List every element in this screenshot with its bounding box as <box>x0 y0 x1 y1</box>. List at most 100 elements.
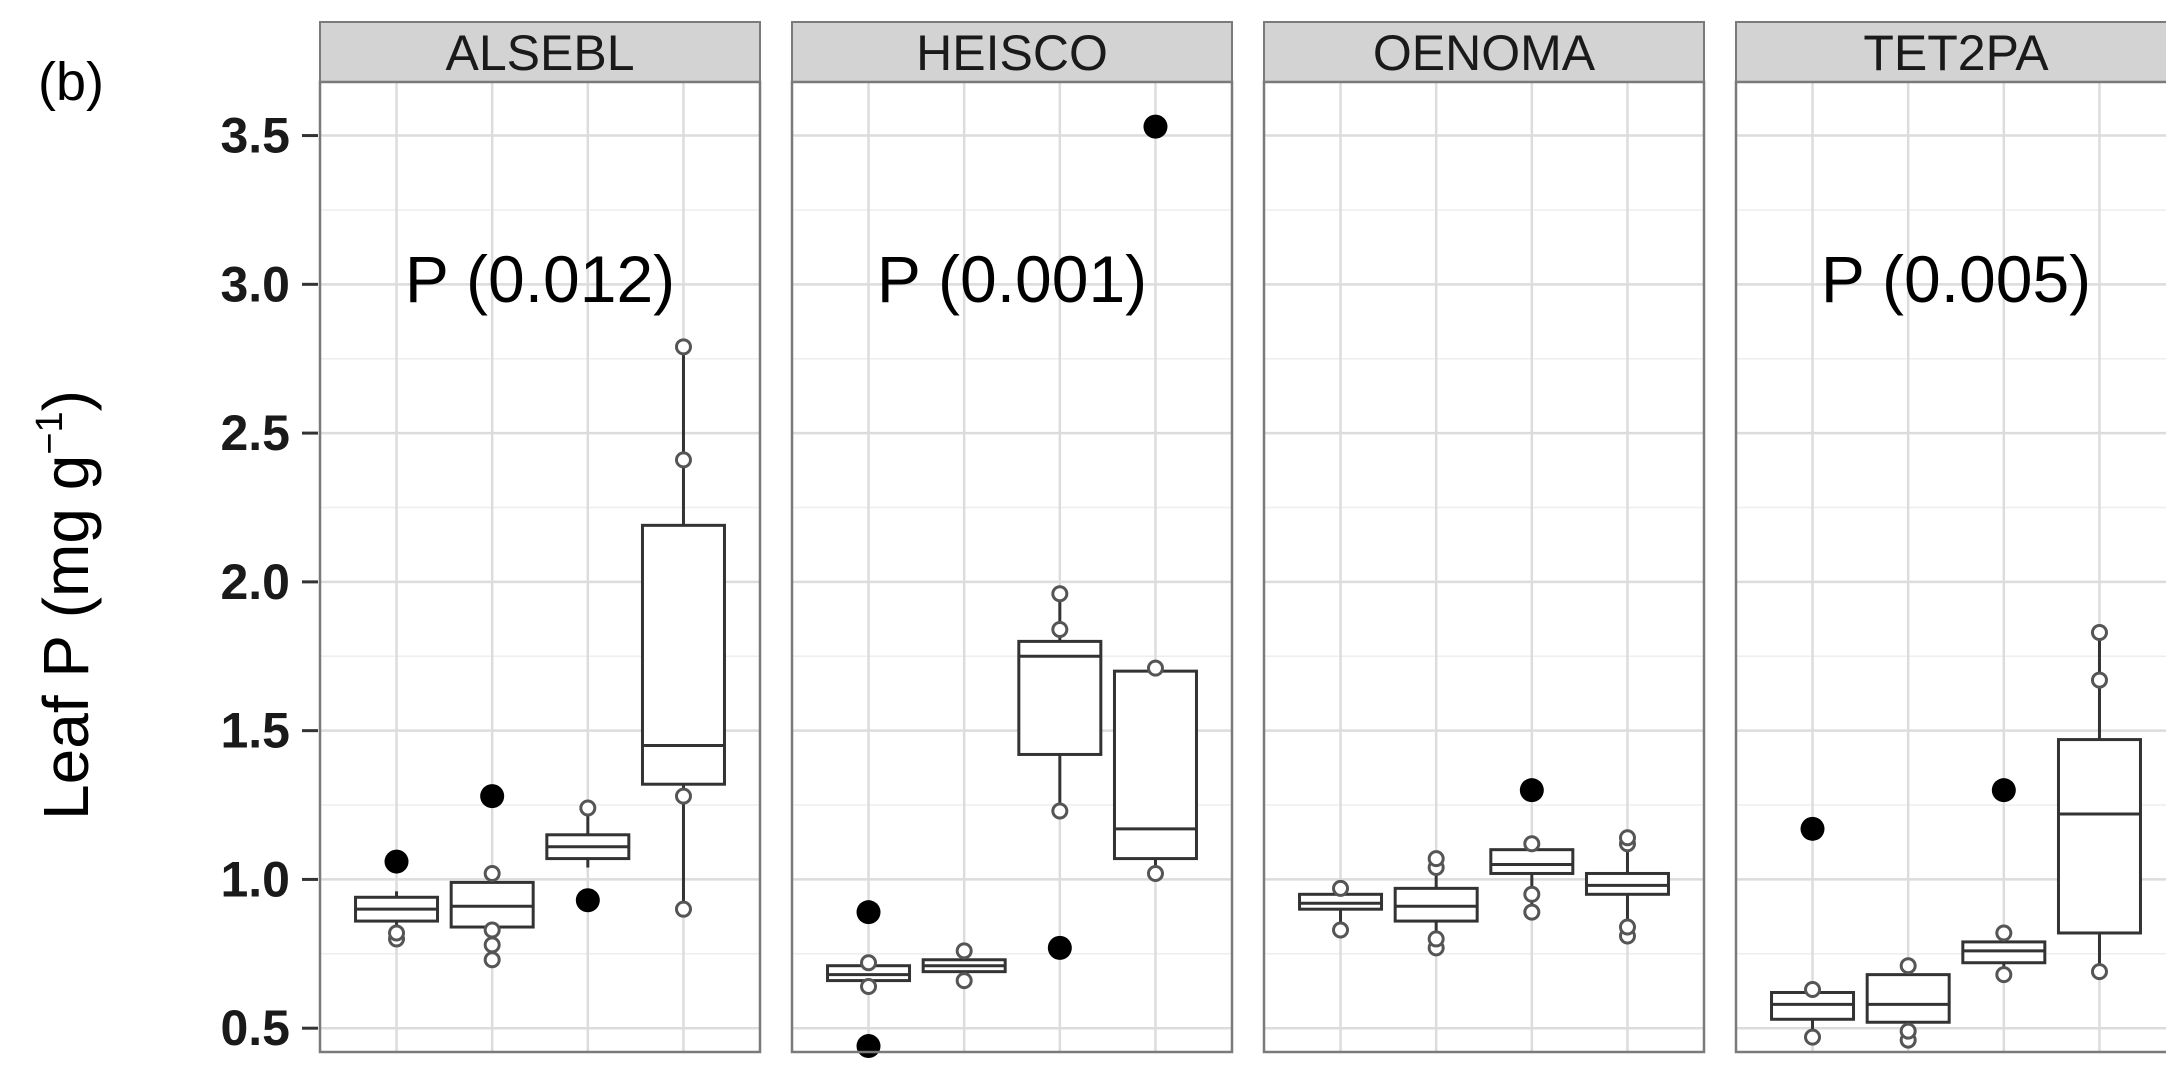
boxplot-group <box>1961 778 2047 984</box>
p-value-annotation: P (0.005) <box>1821 242 2091 316</box>
panel-tet2pa: TET2PA P (0.005) <box>1734 21 2166 1054</box>
strip-header <box>791 21 1233 83</box>
outlier-point <box>1991 778 2016 803</box>
y-tick-label: 0.5 <box>220 1000 290 1056</box>
data-point <box>1899 957 1917 975</box>
outlier-point <box>1519 778 1544 803</box>
outlier-point <box>1143 114 1168 139</box>
boxplot-group <box>449 784 535 969</box>
outlier-point <box>480 784 505 809</box>
panels: ALSEBL P (0.012) HEISCO P (0.001) OENOMA TET2… <box>318 21 2166 1059</box>
y-axis-label-main: Leaf P (mg g <box>30 455 102 820</box>
panel-border <box>1262 80 1706 1054</box>
data-point <box>1618 918 1636 936</box>
panel-border <box>790 80 1234 1054</box>
data-point <box>955 972 973 990</box>
box <box>2056 738 2142 935</box>
y-axis-label: Leaf P (mg g−1) <box>29 390 102 820</box>
data-point <box>483 951 501 969</box>
data-point <box>2090 671 2108 689</box>
y-tick-label: 2.0 <box>220 554 290 610</box>
data-point <box>1618 829 1636 847</box>
box <box>640 523 726 786</box>
boxplot-group <box>1298 879 1384 939</box>
data-point <box>1051 802 1069 820</box>
data-point <box>1804 981 1822 999</box>
box <box>1017 639 1103 756</box>
panel-alsebl: ALSEBL P (0.012) <box>318 21 762 1054</box>
panel-tag: (b) <box>38 52 104 112</box>
boxplot-group <box>1865 957 1951 1049</box>
data-point <box>1523 903 1541 921</box>
boxplot-group <box>2056 623 2142 981</box>
y-tick-label: 1.5 <box>220 703 290 759</box>
boxplot-group <box>1393 850 1479 957</box>
panel-background <box>792 82 1232 1052</box>
data-point <box>674 338 692 356</box>
data-point <box>674 787 692 805</box>
panel-oenoma: OENOMA <box>1262 21 1706 1054</box>
boxplot-group <box>354 849 440 948</box>
boxplot-group <box>640 338 726 918</box>
data-point <box>1427 930 1445 948</box>
p-value-annotation: P (0.001) <box>877 242 1147 316</box>
y-axis-label-close: ) <box>30 390 102 411</box>
data-point <box>1899 1022 1917 1040</box>
data-point <box>1051 585 1069 603</box>
data-point <box>2090 623 2108 641</box>
box <box>1865 973 1951 1024</box>
y-axis-label-sup: −1 <box>29 411 71 454</box>
strip-header <box>1263 21 1705 83</box>
y-tick-label: 2.5 <box>220 405 290 461</box>
boxplot-group <box>1112 114 1198 882</box>
y-tick-label: 3.5 <box>220 108 290 164</box>
data-point <box>1146 864 1164 882</box>
outlier-point <box>1800 816 1825 841</box>
strip-label: TET2PA <box>1863 25 2049 81</box>
data-point <box>483 864 501 882</box>
p-value-annotation: P (0.012) <box>405 242 675 316</box>
y-tick-label: 3.0 <box>220 256 290 312</box>
box <box>1489 848 1575 875</box>
data-point <box>860 954 878 972</box>
data-point <box>388 924 406 942</box>
boxplot-group <box>1489 778 1575 921</box>
data-point <box>1523 885 1541 903</box>
strip-label: OENOMA <box>1373 25 1596 81</box>
boxplot-group <box>826 900 912 1059</box>
outlier-point <box>856 1034 881 1059</box>
data-point <box>1051 620 1069 638</box>
outlier-point <box>575 888 600 913</box>
data-point <box>1146 659 1164 677</box>
boxplot-group <box>545 799 631 913</box>
data-point <box>674 451 692 469</box>
panel-heisco: HEISCO P (0.001) <box>790 21 1234 1059</box>
outlier-point <box>856 900 881 925</box>
data-point <box>1995 924 2013 942</box>
data-point <box>860 978 878 996</box>
outlier-point <box>384 849 409 874</box>
panel-border <box>1734 80 2166 1054</box>
data-point <box>1427 850 1445 868</box>
data-point <box>483 921 501 939</box>
data-point <box>483 936 501 954</box>
data-point <box>2090 963 2108 981</box>
data-point <box>1332 879 1350 897</box>
strip-label: ALSEBL <box>445 25 634 81</box>
panel-border <box>318 80 762 1054</box>
boxplot-group <box>1770 816 1856 1046</box>
data-point <box>1804 1028 1822 1046</box>
strip-label: HEISCO <box>916 25 1108 81</box>
boxplot-group <box>1017 585 1103 960</box>
outlier-point <box>1047 935 1072 960</box>
y-tick-label: 1.0 <box>220 851 290 907</box>
data-point <box>1332 921 1350 939</box>
data-point <box>955 942 973 960</box>
boxplot-group <box>1584 829 1670 945</box>
data-point <box>1995 966 2013 984</box>
data-point <box>674 900 692 918</box>
boxplot-group <box>921 942 1007 990</box>
y-axis: 0.5 1.0 1.5 2.0 2.5 3.0 3.5 <box>220 108 318 1056</box>
data-point <box>579 799 597 817</box>
